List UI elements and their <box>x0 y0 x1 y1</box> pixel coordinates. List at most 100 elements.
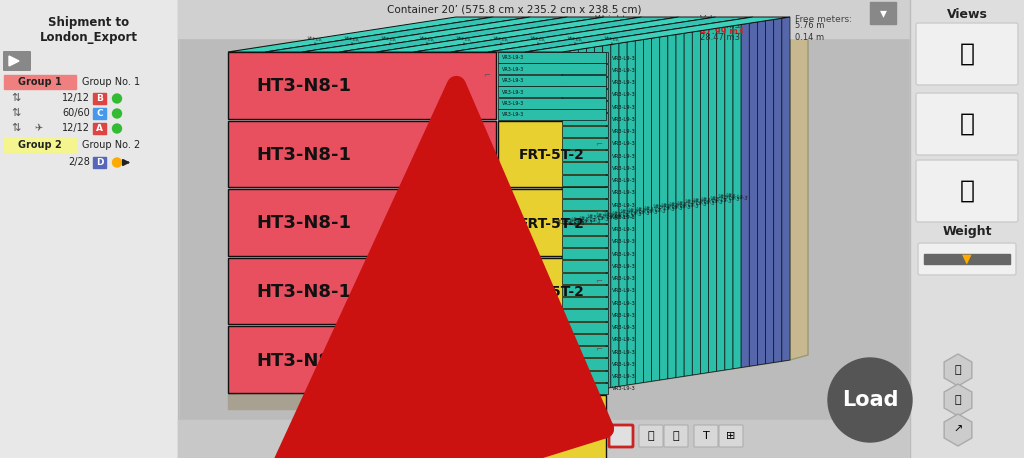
Polygon shape <box>302 17 567 52</box>
Text: VR3-L9-3: VR3-L9-3 <box>718 195 740 202</box>
Text: VR3-L9-3: VR3-L9-3 <box>612 104 636 109</box>
Text: A: A <box>96 124 103 133</box>
Text: 32.30 m3: 32.30 m3 <box>700 22 740 31</box>
Bar <box>562 52 608 64</box>
Text: VR3-L9-3: VR3-L9-3 <box>710 196 732 204</box>
Text: ⌐: ⌐ <box>595 346 602 355</box>
Bar <box>498 64 606 74</box>
Bar <box>228 258 496 324</box>
Polygon shape <box>451 17 716 52</box>
Text: ⌐: ⌐ <box>483 140 490 149</box>
Text: VR3-L9-3: VR3-L9-3 <box>669 202 691 210</box>
Bar <box>4 138 76 152</box>
Bar <box>498 120 606 187</box>
Text: 28,200 kg: 28,200 kg <box>595 22 637 31</box>
Text: 🔒: 🔒 <box>648 431 654 441</box>
Text: VR3-L9-3: VR3-L9-3 <box>677 201 699 209</box>
Polygon shape <box>487 17 753 52</box>
Text: Group 1: Group 1 <box>18 77 61 87</box>
Text: 0.14 m: 0.14 m <box>795 33 824 43</box>
FancyBboxPatch shape <box>719 425 743 447</box>
Text: ⛟: ⛟ <box>546 33 550 43</box>
Text: VR3-L9-
3: VR3-L9- 3 <box>455 36 472 47</box>
Text: HT3-N8-1: HT3-N8-1 <box>256 352 351 370</box>
Polygon shape <box>692 31 700 375</box>
Text: C: C <box>96 109 102 118</box>
Bar <box>498 109 606 120</box>
Polygon shape <box>700 29 709 374</box>
Text: VR3-L9-3: VR3-L9-3 <box>571 217 594 225</box>
Text: VR3-L9-
3: VR3-L9- 3 <box>306 36 324 47</box>
Bar <box>228 395 562 409</box>
Text: VR3-L9-3: VR3-L9-3 <box>620 209 643 218</box>
Text: Group No. 2: Group No. 2 <box>82 140 140 150</box>
Circle shape <box>828 358 912 442</box>
Bar <box>93 93 106 104</box>
Text: VR3-L9-3: VR3-L9-3 <box>726 193 749 201</box>
Polygon shape <box>750 22 758 366</box>
Text: VR3-L9-3: VR3-L9-3 <box>612 289 636 294</box>
Bar <box>498 86 606 97</box>
Polygon shape <box>782 17 790 361</box>
Bar <box>498 258 606 324</box>
Polygon shape <box>579 48 587 393</box>
Text: ⇅: ⇅ <box>11 108 20 118</box>
Text: VR3-L9-3: VR3-L9-3 <box>612 178 636 183</box>
Text: 5.76 m: 5.76 m <box>795 22 824 31</box>
Text: T: T <box>702 431 710 441</box>
Text: ⌐: ⌐ <box>595 140 602 149</box>
Text: 2/28: 2/28 <box>69 157 90 167</box>
Polygon shape <box>414 17 679 52</box>
Text: ⌐: ⌐ <box>483 346 490 355</box>
Bar <box>228 52 496 119</box>
Bar <box>562 371 608 382</box>
Text: 🚚: 🚚 <box>617 431 625 441</box>
Polygon shape <box>643 38 651 382</box>
Bar <box>562 285 608 296</box>
Text: Load: Load <box>842 390 898 410</box>
Text: VR3-L9-3: VR3-L9-3 <box>612 117 636 122</box>
Bar <box>498 395 606 458</box>
Text: 60/60: 60/60 <box>62 108 90 118</box>
Bar <box>93 157 106 168</box>
Text: VR3-L9-3: VR3-L9-3 <box>636 207 658 215</box>
Text: Shipment to
London_Export: Shipment to London_Export <box>40 16 138 44</box>
Text: ⊞: ⊞ <box>726 431 735 441</box>
Text: VR3-L9-3: VR3-L9-3 <box>555 219 578 228</box>
Bar <box>562 125 608 137</box>
Polygon shape <box>228 360 790 395</box>
Polygon shape <box>774 18 782 362</box>
Bar <box>562 309 608 321</box>
FancyBboxPatch shape <box>664 425 688 447</box>
Circle shape <box>113 94 122 103</box>
Text: VR3-L9-3: VR3-L9-3 <box>502 55 524 60</box>
Polygon shape <box>676 33 684 377</box>
Text: 🚛: 🚛 <box>959 42 975 66</box>
Polygon shape <box>635 39 643 384</box>
Bar <box>562 174 608 186</box>
Bar <box>562 260 608 272</box>
Bar <box>228 327 496 393</box>
Text: VR3-L9-3: VR3-L9-3 <box>612 349 636 354</box>
Bar <box>562 113 608 125</box>
Text: 📱: 📱 <box>959 179 975 203</box>
Text: VR3-L9-3: VR3-L9-3 <box>612 68 636 73</box>
Text: Free meters:: Free meters: <box>795 16 852 24</box>
Text: VR3-L9-3: VR3-L9-3 <box>595 213 618 221</box>
Text: 🎥: 🎥 <box>954 365 962 375</box>
Text: Weight: Weight <box>942 225 992 239</box>
Text: VR3-L9-3: VR3-L9-3 <box>580 216 602 224</box>
Text: VR3-L9-3: VR3-L9-3 <box>612 374 636 379</box>
Text: 12/12: 12/12 <box>62 123 90 133</box>
Text: HT3-N8-1: HT3-N8-1 <box>256 283 351 301</box>
Text: ⌐: ⌐ <box>483 209 490 218</box>
Text: VR3-L9-3: VR3-L9-3 <box>612 153 636 158</box>
Polygon shape <box>790 12 808 360</box>
Bar <box>562 89 608 100</box>
Text: VR3-L9-3: VR3-L9-3 <box>612 80 636 85</box>
Bar <box>562 64 608 76</box>
Text: FRT-5T-2: FRT-5T-2 <box>519 354 585 368</box>
Bar <box>562 346 608 357</box>
Bar <box>562 138 608 149</box>
Bar <box>910 0 1024 458</box>
